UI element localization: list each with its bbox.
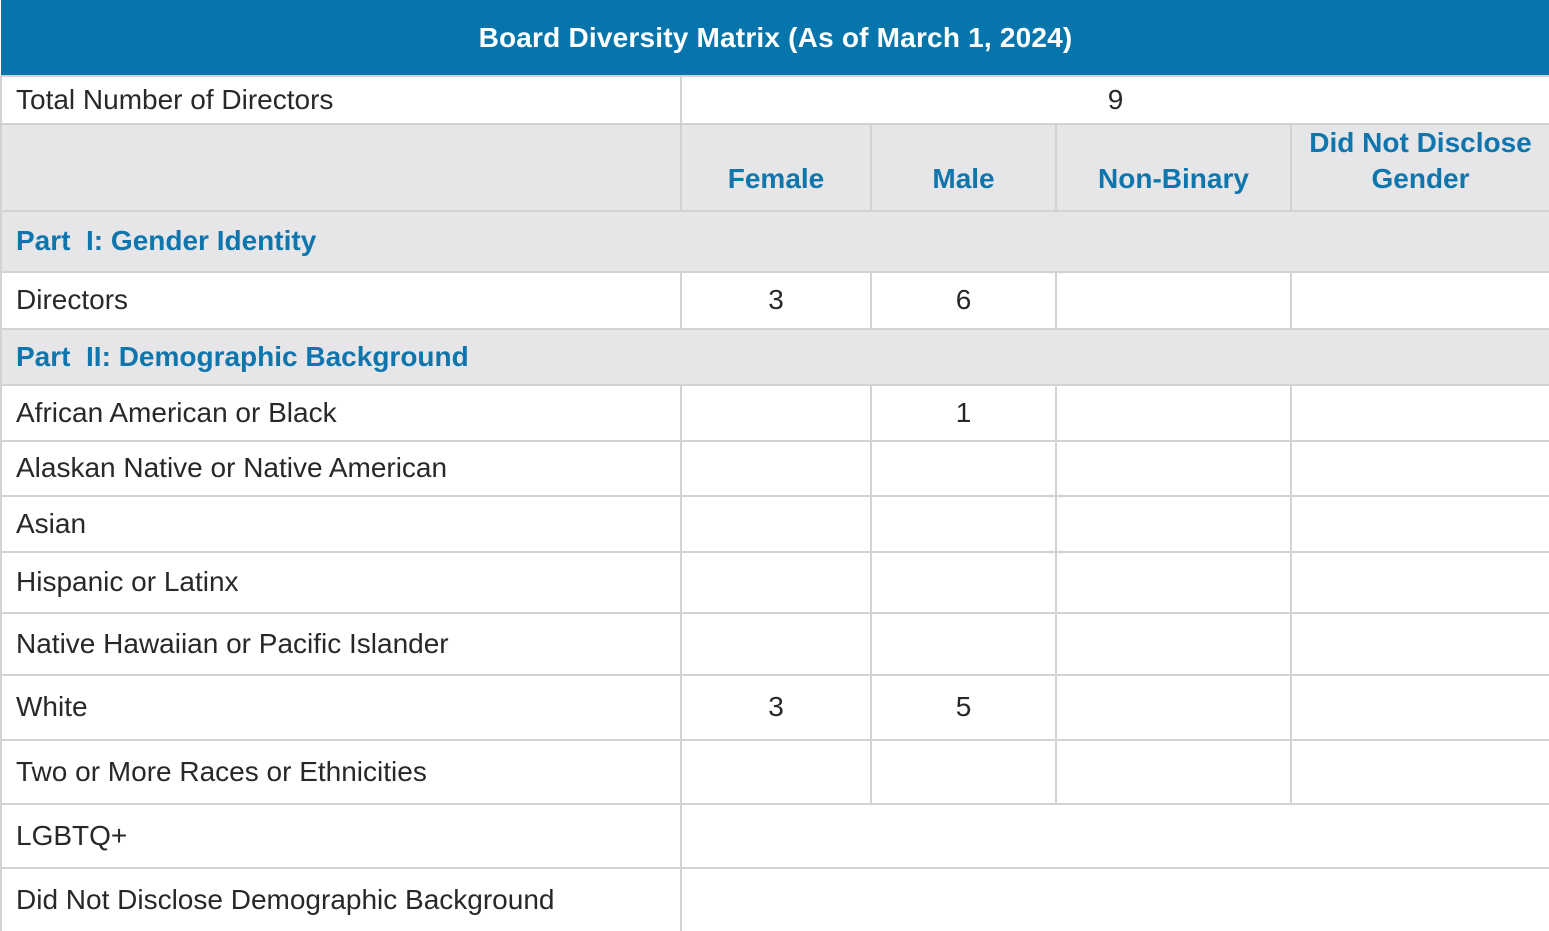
directors-row: Directors 3 6 — [0, 270, 1549, 330]
table-row-hispanic-latinx: Hispanic or Latinx — [0, 550, 1549, 614]
cell-alaskan-native-male — [870, 439, 1057, 497]
cell-african-american-male: 1 — [870, 383, 1057, 442]
total-directors-row: Total Number of Directors 9 — [0, 75, 1549, 125]
cell-native-hawaiian-non-binary — [1055, 611, 1292, 676]
cell-two-or-more-races-non-binary — [1055, 738, 1292, 805]
cell-lgbtq-merged — [679, 802, 1549, 869]
row-label-two-or-more-races: Two or More Races or Ethnicities — [0, 738, 682, 805]
table-row-did-not-disclose-background: Did Not Disclose Demographic Background — [0, 866, 1549, 931]
table-row-two-or-more-races: Two or More Races or Ethnicities — [0, 738, 1549, 805]
cell-hispanic-latinx-non-binary — [1055, 550, 1292, 614]
cell-directors-female: 3 — [680, 270, 872, 330]
row-label-alaskan-native: Alaskan Native or Native American — [0, 439, 682, 497]
column-header-male: Male — [870, 123, 1057, 212]
cell-native-hawaiian-female — [680, 611, 872, 676]
cell-asian-female — [680, 494, 872, 553]
cell-white-male: 5 — [870, 673, 1057, 741]
cell-white-female: 3 — [680, 673, 872, 741]
table-title-row: Board Diversity Matrix (As of March 1, 2… — [1, 0, 1549, 76]
cell-two-or-more-races-male — [870, 738, 1057, 805]
cell-directors-did-not-disclose — [1289, 270, 1549, 330]
part2-section-row: Part II: Demographic Background — [0, 327, 1549, 386]
column-header-did-not-disclose-gender: Did Not Disclose Gender — [1289, 123, 1549, 212]
cell-two-or-more-races-did-not-disclose — [1289, 738, 1549, 805]
table-row-asian: Asian — [0, 494, 1549, 553]
table-title: Board Diversity Matrix (As of March 1, 2… — [1, 0, 1549, 76]
cell-hispanic-latinx-male — [870, 550, 1057, 614]
cell-alaskan-native-did-not-disclose — [1289, 439, 1549, 497]
row-label-did-not-disclose-background: Did Not Disclose Demographic Background — [0, 866, 682, 931]
part2-section-heading: Part II: Demographic Background — [0, 327, 1549, 386]
cell-african-american-non-binary — [1055, 383, 1292, 442]
cell-asian-non-binary — [1055, 494, 1292, 553]
row-label-hispanic-latinx: Hispanic or Latinx — [0, 550, 682, 614]
cell-alaskan-native-non-binary — [1055, 439, 1292, 497]
row-label-white: White — [0, 673, 682, 741]
cell-african-american-did-not-disclose — [1289, 383, 1549, 442]
table-row-lgbtq: LGBTQ+ — [0, 802, 1549, 869]
table-row-african-american: African American or Black 1 — [0, 383, 1549, 442]
column-header-female: Female — [680, 123, 872, 212]
column-header-non-binary: Non-Binary — [1055, 123, 1292, 212]
cell-two-or-more-races-female — [680, 738, 872, 805]
row-label-lgbtq: LGBTQ+ — [0, 802, 682, 869]
cell-asian-did-not-disclose — [1289, 494, 1549, 553]
row-label-african-american: African American or Black — [0, 383, 682, 442]
table-row-white: White 3 5 — [0, 673, 1549, 741]
total-directors-value: 9 — [679, 75, 1549, 125]
cell-white-non-binary — [1055, 673, 1292, 741]
gender-header-empty-cell — [0, 123, 682, 212]
cell-white-did-not-disclose — [1289, 673, 1549, 741]
cell-alaskan-native-female — [680, 439, 872, 497]
gender-header-row: Female Male Non-Binary Did Not Disclose … — [0, 123, 1549, 212]
cell-directors-male: 6 — [870, 270, 1057, 330]
cell-african-american-female — [680, 383, 872, 442]
total-directors-label: Total Number of Directors — [0, 75, 682, 125]
cell-did-not-disclose-background-merged — [679, 866, 1549, 931]
cell-hispanic-latinx-did-not-disclose — [1289, 550, 1549, 614]
cell-asian-male — [870, 494, 1057, 553]
row-label-asian: Asian — [0, 494, 682, 553]
cell-directors-non-binary — [1055, 270, 1292, 330]
directors-row-label: Directors — [0, 270, 682, 330]
cell-native-hawaiian-did-not-disclose — [1289, 611, 1549, 676]
table-row-native-hawaiian: Native Hawaiian or Pacific Islander — [0, 611, 1549, 676]
cell-hispanic-latinx-female — [680, 550, 872, 614]
part1-section-row: Part I: Gender Identity — [0, 209, 1549, 273]
part1-section-heading: Part I: Gender Identity — [0, 209, 1549, 273]
table-row-alaskan-native: Alaskan Native or Native American — [0, 439, 1549, 497]
row-label-native-hawaiian: Native Hawaiian or Pacific Islander — [0, 611, 682, 676]
cell-native-hawaiian-male — [870, 611, 1057, 676]
